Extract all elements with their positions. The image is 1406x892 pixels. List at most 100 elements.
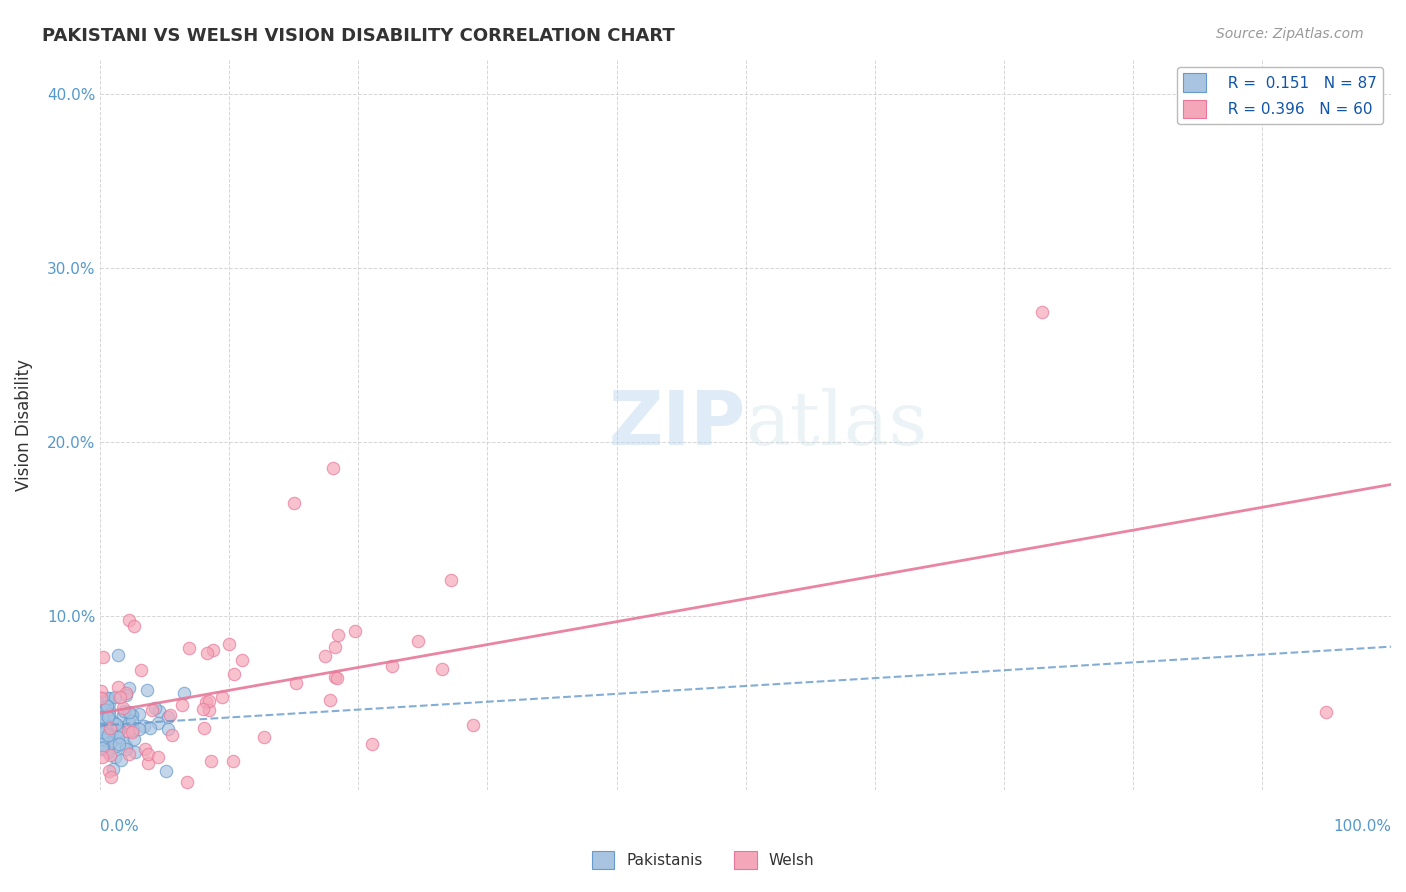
Point [91, 731, 114, 745]
Point [90, 691, 112, 706]
Point [93, 702, 115, 716]
Point [380, 659, 402, 673]
Point [100, 723, 122, 738]
Point [201, 643, 224, 657]
Point [361, 737, 384, 751]
Legend: Pakistanis, Welsh: Pakistanis, Welsh [585, 845, 821, 875]
Point [91, 739, 114, 754]
Point [117, 723, 139, 738]
Point [198, 703, 221, 717]
Point [136, 747, 159, 761]
Point [112, 736, 135, 750]
Text: PAKISTANI VS WELSH VISION DISABILITY CORRELATION CHART: PAKISTANI VS WELSH VISION DISABILITY COR… [42, 27, 675, 45]
Point [319, 693, 342, 707]
Point [155, 764, 177, 779]
Point [231, 653, 253, 667]
Point [177, 641, 200, 656]
Point [107, 720, 129, 734]
Point [118, 747, 141, 761]
Point [1315, 705, 1337, 719]
Point [124, 618, 146, 632]
Point [93, 729, 115, 743]
Point [118, 614, 141, 628]
Point [124, 731, 146, 746]
Point [107, 723, 129, 737]
Legend:   R =  0.151   N = 87,   R = 0.396   N = 60: R = 0.151 N = 87, R = 0.396 N = 60 [1177, 67, 1384, 124]
Point [197, 694, 219, 708]
Text: Source: ZipAtlas.com: Source: ZipAtlas.com [1216, 27, 1364, 41]
Point [97, 691, 120, 706]
Point [124, 745, 146, 759]
Point [176, 775, 198, 789]
Point [104, 690, 127, 704]
Point [118, 716, 141, 731]
Point [100, 770, 122, 784]
Point [114, 742, 136, 756]
Point [148, 704, 170, 718]
Point [90, 740, 112, 755]
Point [114, 739, 136, 753]
Point [91, 725, 114, 739]
Point [253, 730, 276, 744]
Point [94, 699, 117, 714]
Point [98, 703, 121, 717]
Point [90, 710, 112, 724]
Point [195, 695, 218, 709]
Point [136, 756, 159, 771]
Point [128, 707, 150, 722]
Point [96, 698, 118, 713]
Point [90, 732, 112, 747]
Point [121, 724, 143, 739]
Point [322, 461, 344, 475]
Point [146, 716, 169, 731]
Point [93, 701, 115, 715]
Point [91, 714, 114, 729]
Text: atlas: atlas [745, 388, 928, 461]
Point [111, 708, 134, 723]
Point [138, 721, 160, 735]
Text: ZIP: ZIP [609, 388, 745, 461]
Point [221, 754, 243, 768]
Point [103, 715, 125, 730]
Point [90, 695, 112, 709]
Point [314, 648, 336, 663]
Point [96, 729, 118, 743]
Y-axis label: Vision Disability: Vision Disability [15, 359, 32, 491]
Point [103, 739, 125, 754]
Point [121, 714, 143, 728]
Point [100, 736, 122, 750]
Point [1031, 304, 1053, 318]
Point [90, 706, 112, 720]
Point [94, 721, 117, 735]
Point [90, 749, 112, 764]
Text: 100.0%: 100.0% [1333, 819, 1391, 834]
Point [172, 698, 194, 712]
Point [463, 718, 485, 732]
Point [93, 731, 115, 745]
Point [118, 709, 141, 723]
Point [323, 640, 346, 654]
Point [200, 754, 222, 768]
Point [195, 646, 218, 660]
Point [128, 723, 150, 737]
Point [103, 762, 125, 776]
Point [114, 689, 136, 703]
Point [111, 701, 134, 715]
Point [141, 703, 163, 717]
Point [129, 663, 152, 677]
Point [90, 741, 112, 756]
Point [156, 722, 179, 736]
Point [121, 708, 143, 723]
Point [218, 637, 240, 651]
Point [118, 705, 141, 719]
Point [132, 718, 155, 732]
Point [323, 670, 346, 684]
Point [143, 701, 166, 715]
Point [110, 690, 132, 704]
Point [97, 744, 120, 758]
Point [104, 750, 127, 764]
Point [173, 686, 195, 700]
Point [283, 496, 305, 510]
Point [211, 690, 233, 705]
Point [107, 681, 129, 695]
